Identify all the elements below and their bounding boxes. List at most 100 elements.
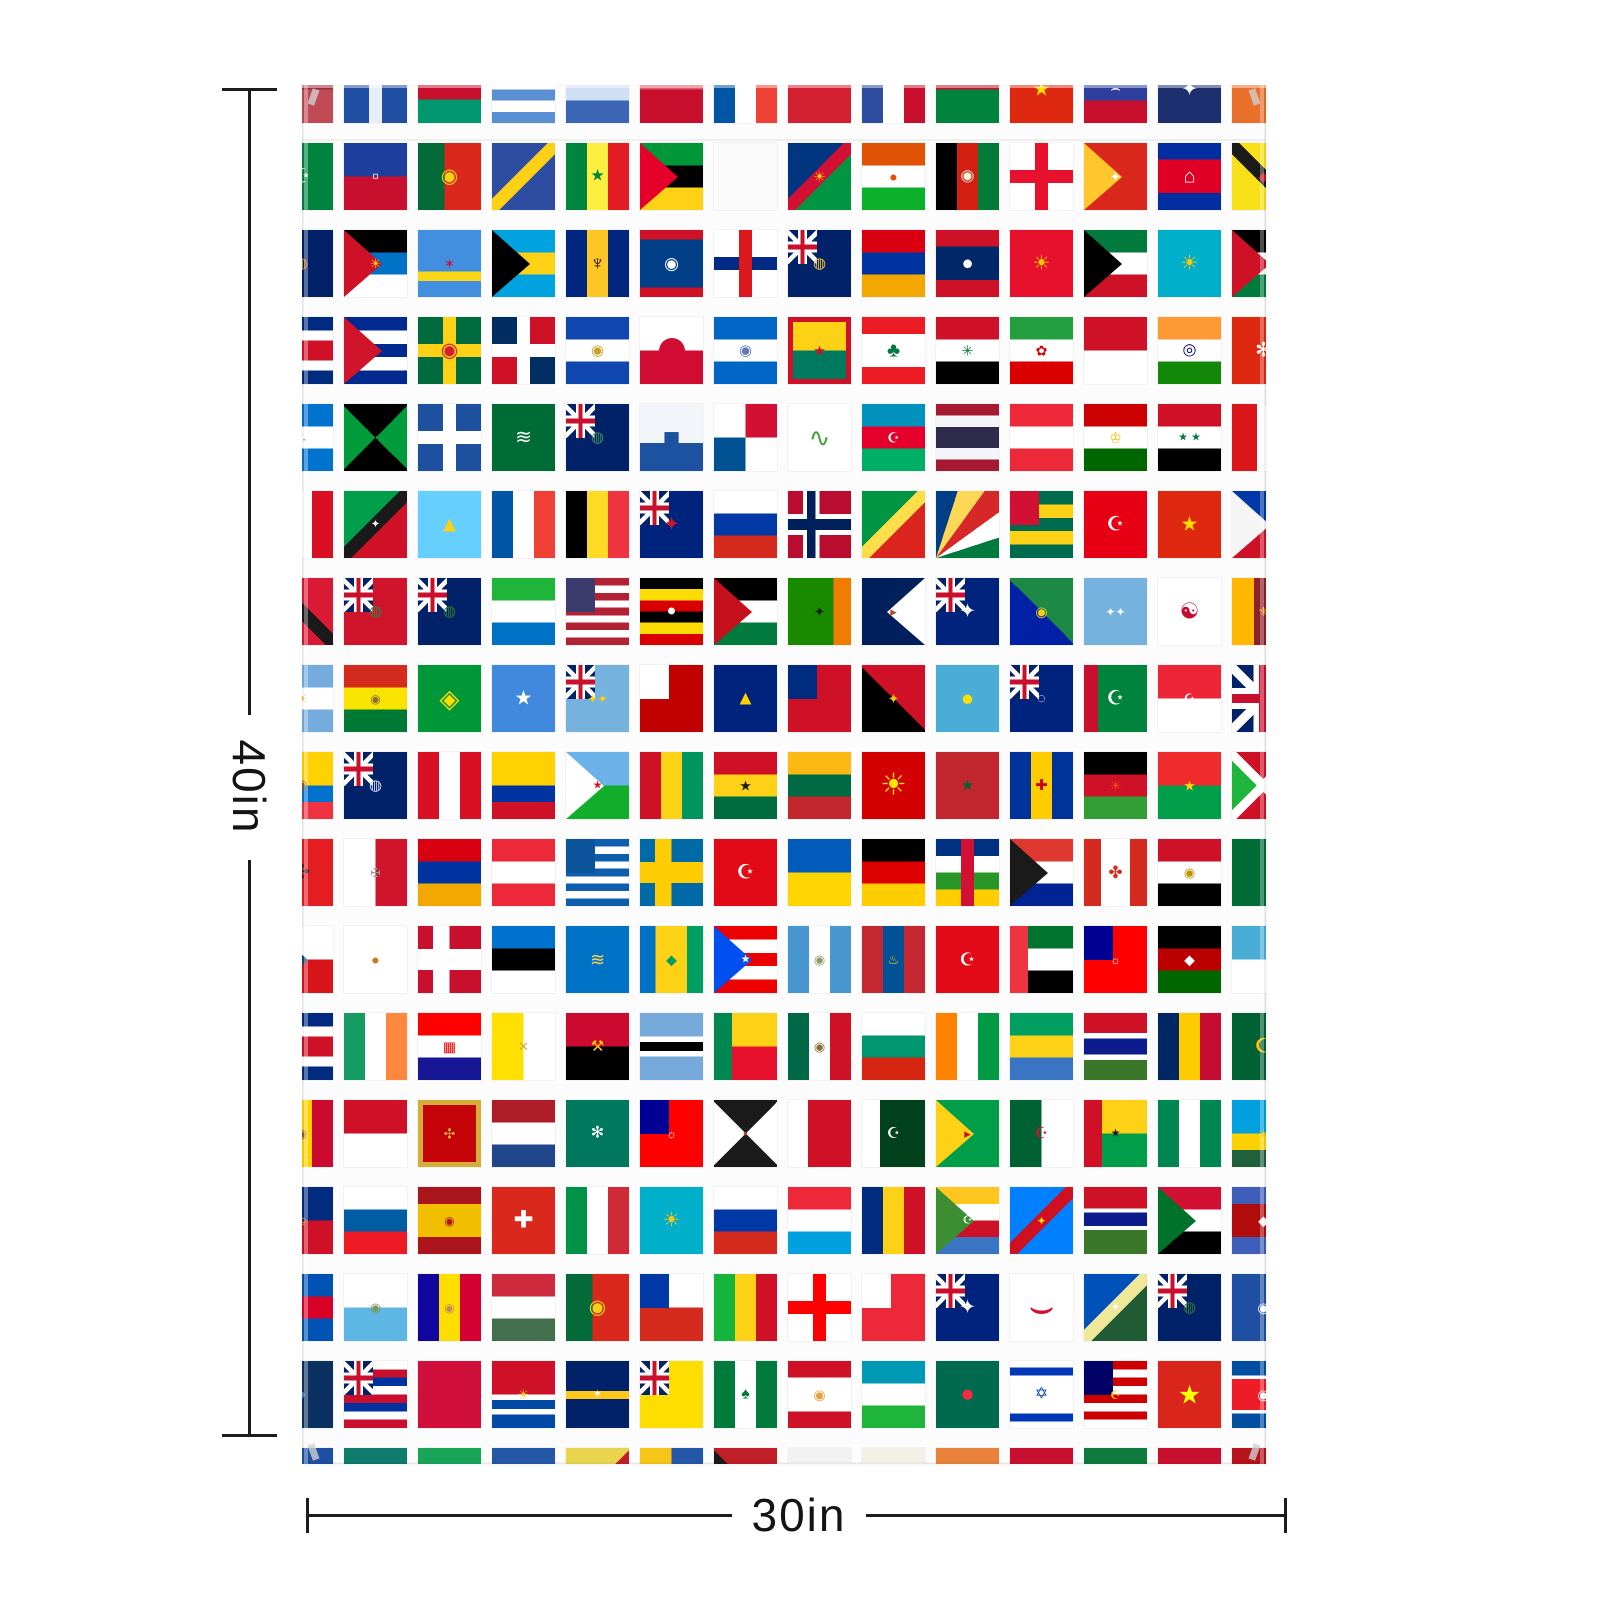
ncross-overlay — [640, 839, 703, 906]
flag-emblem: ◆ — [1258, 1212, 1266, 1229]
flag-cell — [788, 665, 851, 732]
flag-cell — [418, 1361, 481, 1428]
flag-cell: ◉ — [1010, 578, 1073, 645]
flag-cell: ✣ — [302, 839, 333, 906]
tri-overlay — [492, 230, 530, 297]
flag-cell: ◆ — [1158, 926, 1221, 993]
flag-cell: ☪ — [1232, 1013, 1266, 1080]
flag-cell — [862, 1013, 925, 1080]
flag-cell: ◉ — [418, 1187, 481, 1254]
flag-cell — [418, 839, 481, 906]
flag-emblem: ◍ — [368, 602, 383, 620]
flag-emblem: ◉ — [1257, 1386, 1266, 1403]
vband-overlay — [936, 839, 999, 906]
flag-emblem: ◍ — [590, 428, 605, 446]
flag-cell: ☪ — [862, 1361, 925, 1428]
flag-emblem: ★ — [960, 776, 975, 794]
flag-cell: ◉ — [344, 665, 407, 732]
flag-cell — [302, 926, 333, 993]
flag-emblem: ✶ — [592, 1387, 603, 1400]
flag-cell — [492, 230, 555, 297]
flag-cell: ♔ — [302, 1187, 333, 1254]
flag-cell: ★ — [936, 752, 999, 819]
flag-emblem: ☯ — [1179, 598, 1200, 624]
width-label: 30in — [751, 1489, 847, 1541]
flag-cell — [302, 317, 333, 384]
flag-cell — [344, 404, 407, 471]
flag-emblem: ☀ — [1109, 777, 1122, 794]
flag-cell: ☪ — [862, 404, 925, 471]
flag-emblem: ● — [743, 1128, 748, 1138]
flag-cell — [1232, 926, 1266, 993]
flag-cell: ☀ — [1084, 752, 1147, 819]
flag-cell: ⌣ — [1010, 1274, 1073, 1341]
tri-overlay — [1232, 491, 1266, 558]
flag-cell: ✦ — [1158, 85, 1221, 123]
flag-cell: ☀ — [862, 752, 925, 819]
flag-cell: ☪ — [714, 839, 777, 906]
ccross-overlay — [492, 317, 555, 384]
flag-emblem: ☪ — [1034, 1124, 1049, 1142]
flag-emblem: ▸ — [964, 1125, 971, 1141]
flag-cell — [862, 230, 925, 297]
flag-cell — [862, 839, 925, 906]
flag-emblem: ◉ — [813, 951, 826, 967]
flag-cell: ◍ — [344, 752, 407, 819]
flag-cell: ☯ — [1158, 578, 1221, 645]
tri-overlay — [1232, 230, 1266, 297]
flag-cell — [492, 752, 555, 819]
flag-cell — [492, 85, 555, 123]
flag-cell: ▸ — [936, 1100, 999, 1167]
flag-emblem: ☪ — [962, 1213, 973, 1226]
circle-overlay — [658, 337, 685, 364]
flag-emblem: ☀ — [662, 1209, 681, 1232]
flag-cell — [302, 491, 333, 558]
flag-emblem: ★ ★ — [1178, 430, 1201, 443]
flag-emblem: ☪ — [1183, 690, 1196, 706]
flag-emblem: ⚒ — [590, 1037, 605, 1055]
ccross-overlay — [418, 404, 481, 471]
flag-cell — [566, 578, 629, 645]
flag-cell: ☪ — [1084, 665, 1147, 732]
flag-cell — [640, 665, 703, 732]
flag-cell: ⚒ — [566, 1013, 629, 1080]
flag-cell: ★ — [1158, 1361, 1221, 1428]
flag-emblem: ✚ — [1035, 776, 1048, 794]
flag-emblem: ☪ — [888, 1387, 899, 1402]
flag-grid: ★ ⌢ ✦ ☪ ▫ ◉ ★ ☀ ● ◉ ✦ ⌂ ◆ ◍ ☀ ✶ ♆ ◉ ◍ ● ☀ ☀ ◉ ◉ ◉ ★ ♣ ✳ ✿ ◎ ✻ ∴ ≋ ◍ ▆ ∿ ☪ ♔ ★ … — [302, 85, 1266, 1464]
flag-cell: ☪ — [1084, 1361, 1147, 1428]
flag-emblem: ◉ — [664, 253, 679, 273]
flag-cell: ✳ — [936, 317, 999, 384]
flag-emblem: ☪ — [886, 1124, 901, 1142]
flag-emblem: ♨ — [887, 951, 900, 967]
uj-overlay — [344, 1361, 373, 1395]
flag-emblem: ☪ — [1106, 513, 1125, 536]
flag-cell — [640, 752, 703, 819]
flag-cell: ☼ — [1084, 926, 1147, 993]
flag-cell — [788, 1100, 851, 1167]
flag-cell: ★ — [1158, 491, 1221, 558]
flag-emblem: ✦ — [663, 513, 680, 536]
flag-emblem: ◉ — [1183, 864, 1196, 880]
flag-emblem: ☪ — [1254, 1035, 1266, 1058]
flag-cell — [1010, 404, 1073, 471]
flag-cell — [788, 1274, 851, 1341]
flag-cell: ◉ — [862, 1448, 925, 1464]
flag-cell — [714, 491, 777, 558]
flag-emblem: ♠ — [741, 1385, 750, 1403]
flag-cell — [302, 578, 333, 645]
flag-cell — [344, 1013, 407, 1080]
flag-cell: ◉ — [418, 143, 481, 210]
flag-cell — [714, 404, 777, 471]
canton-overlay — [1084, 926, 1113, 960]
flag-cell: ★ — [566, 143, 629, 210]
dimension-tick — [1284, 1498, 1287, 1533]
flag-cell — [492, 578, 555, 645]
flag-emblem: ◍ — [368, 776, 383, 794]
flag-cell: ✦ — [1084, 143, 1147, 210]
flag-cell — [1010, 1013, 1073, 1080]
flag-emblem: ⚜ — [1257, 603, 1266, 619]
dimension-line — [866, 1514, 1287, 1517]
flag-cell: ☀ — [492, 1361, 555, 1428]
